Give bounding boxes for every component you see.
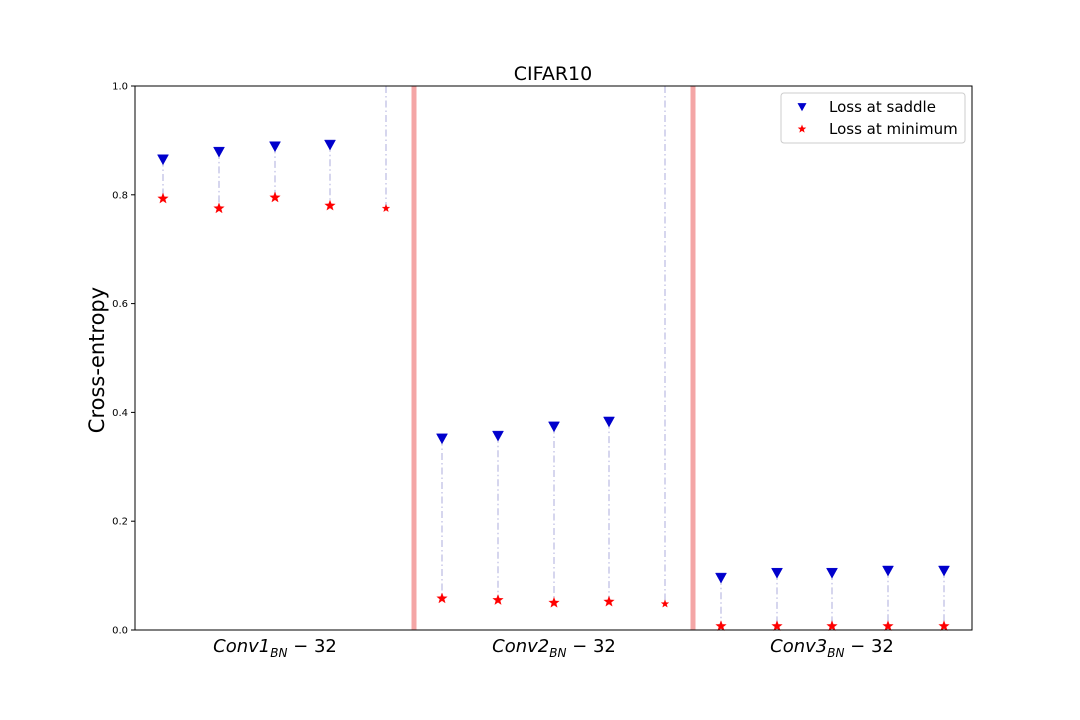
group-label-2: Conv2BN − 32 <box>492 636 616 660</box>
saddle-point-11 <box>715 572 727 584</box>
y-tick-label-5: 0.8 <box>112 190 128 201</box>
minimum-point-5 <box>381 203 391 212</box>
minimum-point-12 <box>771 620 783 631</box>
axes-frame <box>134 85 973 631</box>
saddle-point-12 <box>771 567 783 579</box>
y-tick-label-1: 0.0 <box>112 626 128 637</box>
saddle-point-6 <box>436 433 448 445</box>
chart-title: CIFAR10 <box>514 63 592 85</box>
minimum-point-4 <box>324 199 336 211</box>
y-tick-label-4: 0.6 <box>112 299 128 310</box>
saddle-point-14 <box>882 565 894 577</box>
saddle-point-1 <box>157 154 169 166</box>
legend-box <box>780 92 966 144</box>
saddle-point-7 <box>492 430 504 442</box>
saddle-point-4 <box>324 139 336 151</box>
minimum-point-3 <box>269 191 281 203</box>
saddle-point-2 <box>213 146 225 158</box>
saddle-point-15 <box>938 565 950 577</box>
minimum-point-2 <box>213 202 225 214</box>
y-tick-label-6: 1.0 <box>112 82 128 93</box>
minimum-point-10 <box>660 599 670 608</box>
group-label-3: Conv3BN − 32 <box>770 636 894 660</box>
minimum-point-8 <box>548 596 560 608</box>
minimum-point-6 <box>436 592 448 604</box>
saddle-point-9 <box>603 416 615 428</box>
saddle-point-3 <box>269 141 281 153</box>
legend-minimum-label: Loss at minimum <box>829 120 958 138</box>
axes: 0.0 0.2 0.4 0.6 0.8 1.0 Conv1BN − 32 Conv2BN − … <box>112 82 973 660</box>
minimum-point-9 <box>603 595 615 607</box>
minimum-point-1 <box>157 192 169 204</box>
legend-saddle-marker <box>797 103 807 112</box>
saddle-point-13 <box>826 567 838 579</box>
group-separator-2 <box>690 86 696 630</box>
minimum-point-15 <box>938 620 950 631</box>
minimum-point-11 <box>715 620 727 631</box>
legend: Loss at saddle Loss at minimum <box>780 92 966 144</box>
group-separator-1 <box>411 86 417 630</box>
legend-minimum-marker <box>797 124 807 133</box>
y-axis-label: Cross-entropy <box>85 287 109 433</box>
legend-saddle-label: Loss at saddle <box>829 98 936 116</box>
saddle-point-8 <box>548 421 560 433</box>
group-label-1: Conv1BN − 32 <box>213 636 337 660</box>
minimum-point-7 <box>492 594 504 605</box>
y-tick-label-2: 0.2 <box>112 517 128 528</box>
minimum-point-14 <box>882 620 894 631</box>
y-tick-label-3: 0.4 <box>112 408 128 419</box>
plot-area <box>135 86 972 631</box>
minimum-point-13 <box>826 620 838 631</box>
